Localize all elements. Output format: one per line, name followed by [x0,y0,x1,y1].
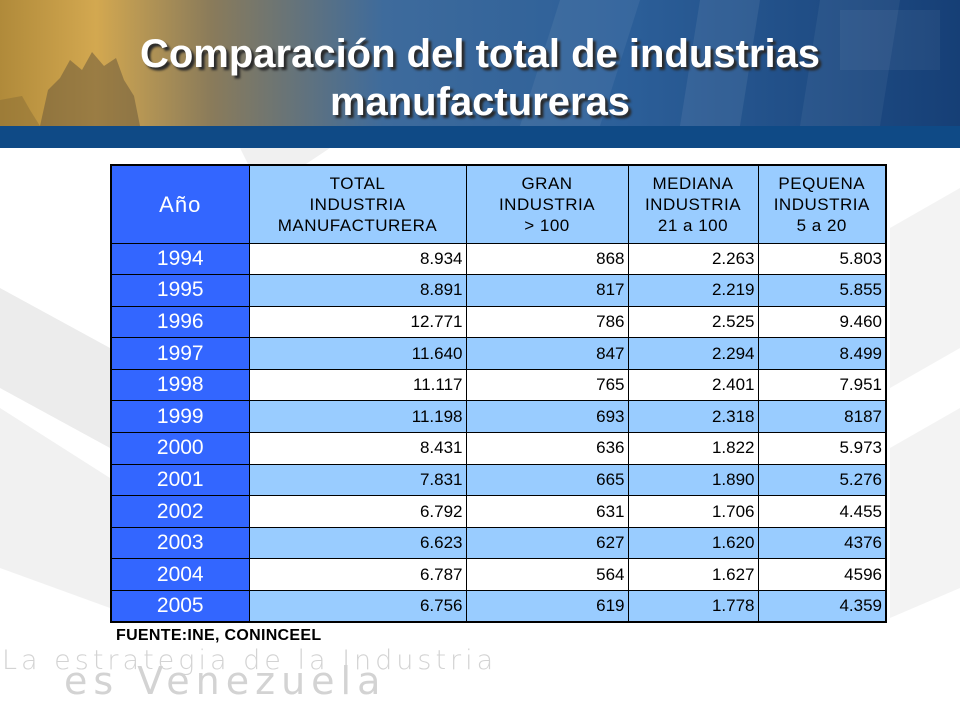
watermark-line-1: La estrategia de la Industria [2,645,498,676]
total-cell: 6.787 [248,558,467,592]
total-cell: 12.771 [248,305,467,339]
gran-cell: 564 [465,558,629,592]
table-row: 2001 7.831 665 1.890 5.276 [110,463,887,497]
watermark-line-2: es Venezuela [64,659,387,703]
table-header-row: Año TOTAL INDUSTRIA MANUFACTURERA GRAN I… [110,164,887,244]
table-row: 2003 6.623 627 1.620 4376 [110,526,887,560]
mediana-cell: 1.778 [627,590,759,623]
title-line-1: Comparación del total de industrias [139,32,821,76]
year-cell: 2002 [110,495,250,528]
year-cell: 1995 [110,274,250,307]
gran-cell: 627 [465,526,629,560]
mediana-cell: 1.706 [627,495,759,528]
year-cell: 2003 [110,526,250,560]
source-note: FUENTE:INE, CONINCEEL [116,627,322,644]
table-row: 1999 11.198 693 2.318 8187 [110,400,887,434]
total-cell: 11.117 [248,368,467,402]
mediana-cell: 1.627 [627,558,759,592]
table-row: 1997 11.640 847 2.294 8.499 [110,337,887,370]
total-cell: 11.198 [248,400,467,434]
gran-cell: 693 [465,400,629,434]
pequena-cell: 5.276 [757,463,887,497]
year-cell: 1997 [110,337,250,370]
total-cell: 8.891 [248,274,467,307]
pequena-cell: 5.803 [757,242,887,276]
gran-cell: 847 [465,337,629,370]
mediana-cell: 1.822 [627,432,759,465]
year-cell: 2000 [110,432,250,465]
gran-cell: 619 [465,590,629,623]
industry-table: Año TOTAL INDUSTRIA MANUFACTURERA GRAN I… [110,164,887,624]
pequena-cell: 5.973 [757,432,887,465]
pequena-cell: 7.951 [757,368,887,402]
mediana-cell: 2.263 [627,242,759,276]
gran-cell: 665 [465,463,629,497]
mediana-cell: 2.294 [627,337,759,370]
gran-cell: 786 [465,305,629,339]
pequena-cell: 4.455 [757,495,887,528]
pequena-cell: 5.855 [757,274,887,307]
mediana-cell: 1.890 [627,463,759,497]
year-cell: 1998 [110,368,250,402]
table-row: 1995 8.891 817 2.219 5.855 [110,274,887,307]
table-row: 2000 8.431 636 1.822 5.973 [110,432,887,465]
table-row: 2005 6.756 619 1.778 4.359 [110,590,887,623]
table-row: 2004 6.787 564 1.627 4596 [110,558,887,592]
total-cell: 6.756 [248,590,467,623]
total-cell: 7.831 [248,463,467,497]
year-cell: 1999 [110,400,250,434]
mediana-cell: 2.219 [627,274,759,307]
gran-cell: 631 [465,495,629,528]
mediana-cell: 2.318 [627,400,759,434]
table-row: 2002 6.792 631 1.706 4.455 [110,495,887,528]
year-cell: 2001 [110,463,250,497]
table-row: 1996 12.771 786 2.525 9.460 [110,305,887,339]
table-row: 1998 11.117 765 2.401 7.951 [110,368,887,402]
pequena-cell: 8187 [757,400,887,434]
banner-bar [0,126,960,148]
total-cell: 6.623 [248,526,467,560]
background-decoration [0,148,960,618]
column-header-mediana: MEDIANA INDUSTRIA 21 a 100 [627,164,759,244]
banner-decoration [0,0,940,126]
mediana-cell: 2.525 [627,305,759,339]
header-banner: Comparación del total de industrias manu… [0,0,960,148]
year-cell: 2004 [110,558,250,592]
column-header-gran: GRAN INDUSTRIA > 100 [465,164,629,244]
pequena-cell: 4596 [757,558,887,592]
pequena-cell: 9.460 [757,305,887,339]
year-cell: 1996 [110,305,250,339]
table-row: 1994 8.934 868 2.263 5.803 [110,242,887,276]
year-cell: 1994 [110,242,250,276]
mediana-cell: 2.401 [627,368,759,402]
column-header-pequena: PEQUENA INDUSTRIA 5 a 20 [757,164,887,244]
pequena-cell: 8.499 [757,337,887,370]
total-cell: 11.640 [248,337,467,370]
page-title: Comparación del total de industrias manu… [0,30,960,126]
pequena-cell: 4376 [757,526,887,560]
gran-cell: 868 [465,242,629,276]
title-line-2: manufactureras [329,80,631,124]
mediana-cell: 1.620 [627,526,759,560]
gran-cell: 817 [465,274,629,307]
pequena-cell: 4.359 [757,590,887,623]
total-cell: 8.934 [248,242,467,276]
total-cell: 6.792 [248,495,467,528]
column-header-total: TOTAL INDUSTRIA MANUFACTURERA [248,164,467,244]
gran-cell: 636 [465,432,629,465]
gran-cell: 765 [465,368,629,402]
column-header-ano: Año [110,164,250,244]
year-cell: 2005 [110,590,250,623]
total-cell: 8.431 [248,432,467,465]
